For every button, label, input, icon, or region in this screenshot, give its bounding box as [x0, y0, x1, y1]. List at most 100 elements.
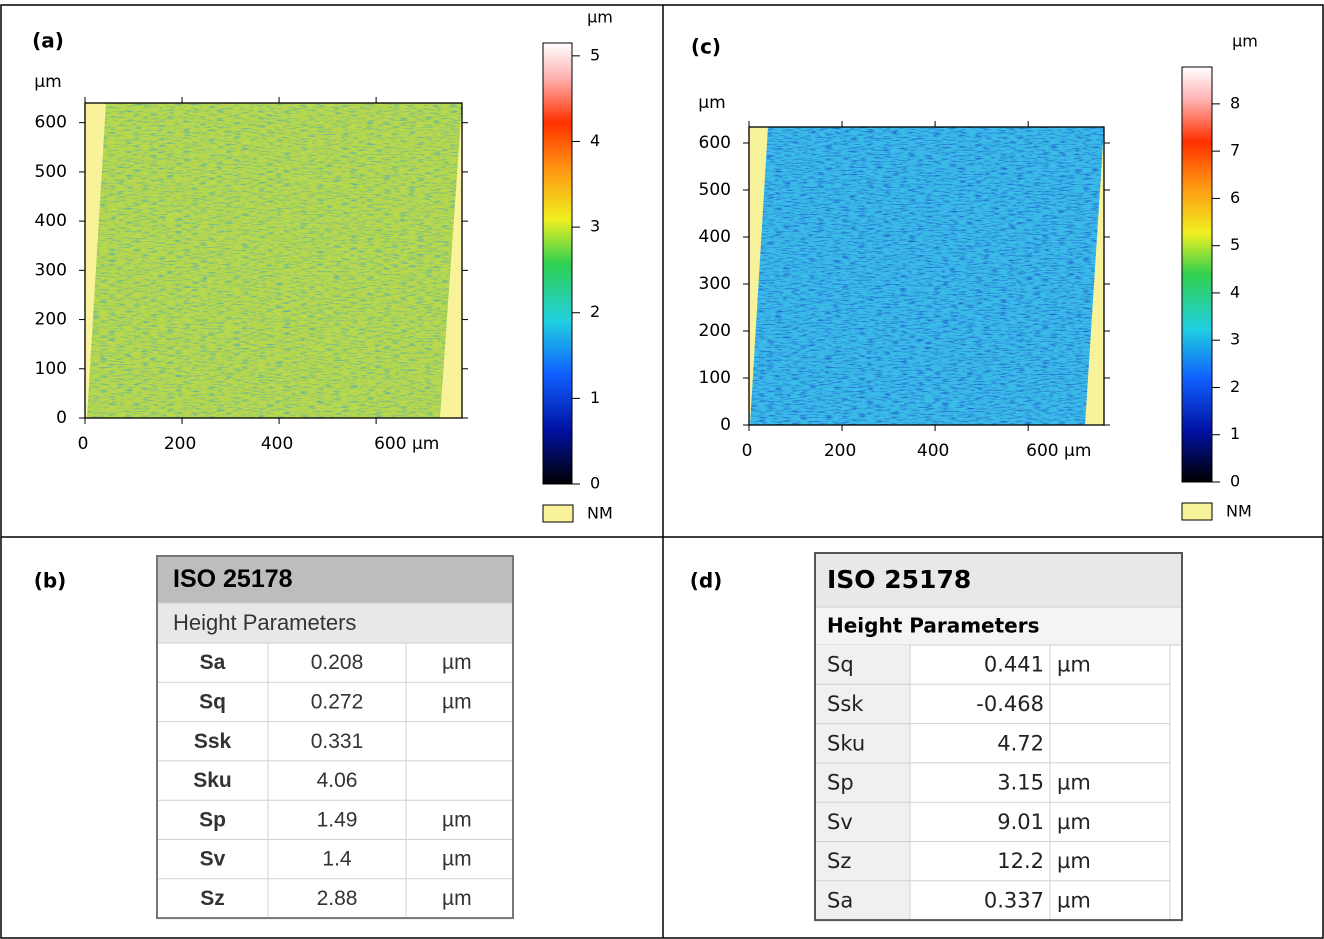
colorbar-tick-label: 2: [1230, 377, 1240, 396]
colorbar-unit: µm: [587, 8, 613, 27]
colorbar: [542, 42, 573, 485]
parameter-name: Sz: [827, 849, 851, 873]
parameter-name: Sq: [827, 653, 854, 677]
y-tick-label: 600: [699, 133, 731, 153]
x-tick-label: 600 µm: [374, 434, 439, 454]
parameter-value: 4.06: [317, 769, 358, 792]
parameter-name: Ssk: [827, 692, 864, 716]
colorbar-unit: µm: [1232, 32, 1258, 51]
table-subheader: [814, 606, 1183, 646]
y-tick-label: 200: [699, 321, 731, 341]
table-subtitle: Height Parameters: [173, 610, 356, 635]
x-tick-label: 0: [742, 441, 753, 461]
colorbar-tick-label: 0: [1230, 472, 1240, 491]
y-tick-label: 0: [56, 408, 67, 428]
colorbar-tick-label: 6: [1230, 188, 1240, 207]
table-title: ISO 25178: [827, 565, 971, 594]
y-tick-label: 300: [699, 274, 731, 294]
nm-label: NM: [1226, 502, 1252, 521]
colorbar-tick-label: 2: [590, 302, 600, 321]
table-header: [157, 556, 513, 603]
colorbar-tick-label: 8: [1230, 93, 1240, 112]
parameter-value: 1.49: [317, 808, 358, 831]
parameter-name: Sa: [827, 888, 853, 912]
y-tick-label: 100: [35, 359, 67, 379]
parameter-name: Sku: [827, 731, 865, 755]
parameter-unit: µm: [1057, 888, 1091, 912]
colorbar-tick-label: 4: [1230, 282, 1240, 301]
colorbar-tick-label: 5: [590, 45, 600, 64]
parameter-value: 9.01: [997, 810, 1044, 834]
table-border: [156, 555, 514, 920]
table-header: [815, 553, 1182, 607]
y-unit: µm: [698, 93, 725, 113]
parameter-unit: µm: [442, 690, 472, 713]
table-subheader: [156, 602, 514, 644]
parameter-name: Sq: [199, 690, 226, 713]
y-tick-label: 500: [35, 162, 67, 182]
plot-frame: [84, 102, 463, 419]
x-tick-label: 200: [824, 441, 856, 461]
colorbar-tick-label: 4: [590, 131, 600, 150]
y-tick-label: 400: [35, 211, 67, 231]
y-unit: µm: [34, 72, 61, 92]
nm-swatch: [542, 504, 574, 523]
parameter-name: Sv: [827, 810, 853, 834]
table-title: ISO 25178: [173, 565, 293, 593]
parameter-name: Sv: [200, 848, 226, 871]
panel-label: (a): [32, 29, 64, 53]
parameter-unit: µm: [1057, 653, 1091, 677]
parameter-value: 0.208: [311, 651, 364, 674]
parameter-value: 1.4: [322, 848, 352, 871]
colorbar-tick-label: 3: [1230, 330, 1240, 349]
frame: [0, 4, 1324, 939]
colorbar-tick-label: 3: [590, 217, 600, 236]
plot-frame: [748, 126, 1105, 426]
table-subtitle: Height Parameters: [827, 614, 1040, 638]
colorbar-tick-label: 1: [1230, 424, 1240, 443]
panel-label: (c): [691, 35, 721, 59]
x-tick-label: 200: [164, 434, 196, 454]
table-border: [814, 552, 1183, 922]
parameter-value: 2.88: [317, 887, 358, 910]
y-tick-label: 600: [35, 113, 67, 133]
y-tick-label: 500: [699, 180, 731, 200]
colorbar-tick-label: 7: [1230, 141, 1240, 160]
parameter-value: 12.2: [997, 849, 1044, 873]
parameter-name: Ssk: [194, 730, 232, 753]
colorbar-tick-label: 5: [1230, 235, 1240, 254]
height-texture: [750, 127, 1104, 425]
x-tick-label: 400: [261, 434, 293, 454]
parameter-unit: µm: [1057, 849, 1091, 873]
parameter-name: Sp: [199, 808, 226, 831]
panel-label: (d): [690, 569, 723, 593]
parameter-unit: µm: [1057, 771, 1091, 795]
parameter-unit: µm: [1057, 810, 1091, 834]
colorbar: [1181, 66, 1213, 483]
height-texture: [87, 103, 462, 418]
parameter-value: 0.272: [311, 690, 364, 713]
nm-label: NM: [587, 504, 613, 523]
parameter-value: 0.337: [984, 888, 1044, 912]
parameter-unit: µm: [442, 808, 472, 831]
panel-label: (b): [34, 569, 67, 593]
x-tick-label: 0: [78, 434, 89, 454]
nm-swatch: [1181, 502, 1213, 521]
parameter-name: Sku: [193, 769, 232, 792]
parameter-unit: µm: [442, 848, 472, 871]
parameter-name: Sz: [200, 887, 225, 910]
parameter-value: -0.468: [976, 692, 1044, 716]
y-tick-label: 300: [35, 260, 67, 280]
y-tick-label: 0: [720, 415, 731, 435]
parameter-unit: µm: [442, 651, 472, 674]
colorbar-tick-label: 1: [590, 388, 600, 407]
parameter-value: 0.441: [984, 653, 1044, 677]
parameter-name: Sp: [827, 771, 854, 795]
x-tick-label: 600 µm: [1026, 441, 1091, 461]
parameter-unit: µm: [442, 887, 472, 910]
parameter-value: 3.15: [997, 771, 1044, 795]
colorbar-tick-label: 0: [590, 474, 600, 493]
parameter-value: 4.72: [997, 731, 1044, 755]
y-tick-label: 400: [699, 227, 731, 247]
